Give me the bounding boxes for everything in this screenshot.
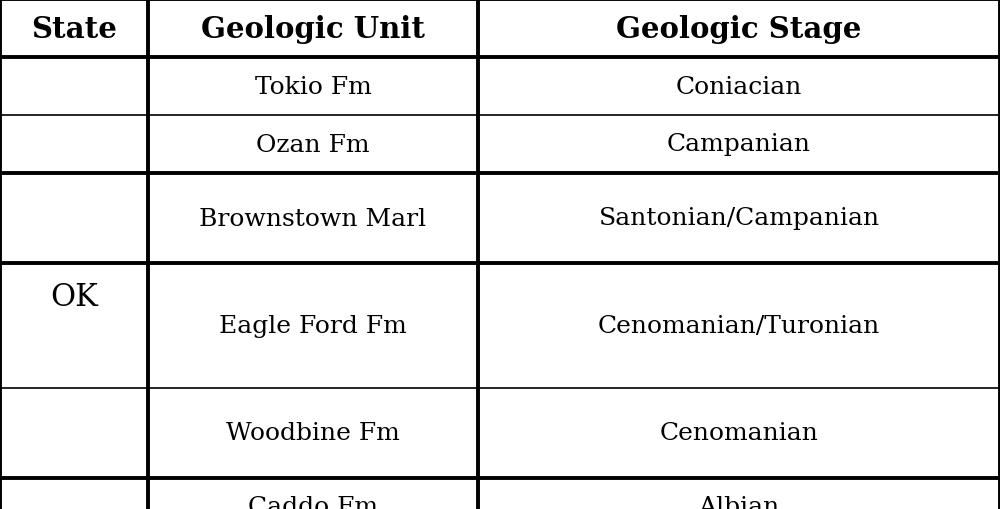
Text: Brownstown Marl: Brownstown Marl [199, 207, 427, 230]
Text: Campanian: Campanian [667, 133, 811, 156]
Text: Cenomanian: Cenomanian [660, 421, 818, 445]
Text: Ozan Fm: Ozan Fm [256, 133, 370, 156]
Text: OK: OK [50, 281, 98, 313]
Text: Coniacian: Coniacian [676, 75, 802, 98]
Text: Geologic Unit: Geologic Unit [201, 14, 425, 43]
Text: Tokio Fm: Tokio Fm [255, 75, 371, 98]
Text: Albian: Albian [698, 496, 780, 509]
Text: Woodbine Fm: Woodbine Fm [226, 421, 400, 445]
Text: Santonian/Campanian: Santonian/Campanian [598, 207, 880, 230]
Text: Caddo Fm: Caddo Fm [248, 496, 378, 509]
Text: Cenomanian/Turonian: Cenomanian/Turonian [598, 315, 880, 337]
Text: Eagle Ford Fm: Eagle Ford Fm [219, 315, 407, 337]
Text: State: State [31, 14, 117, 43]
Text: Geologic Stage: Geologic Stage [616, 14, 862, 43]
